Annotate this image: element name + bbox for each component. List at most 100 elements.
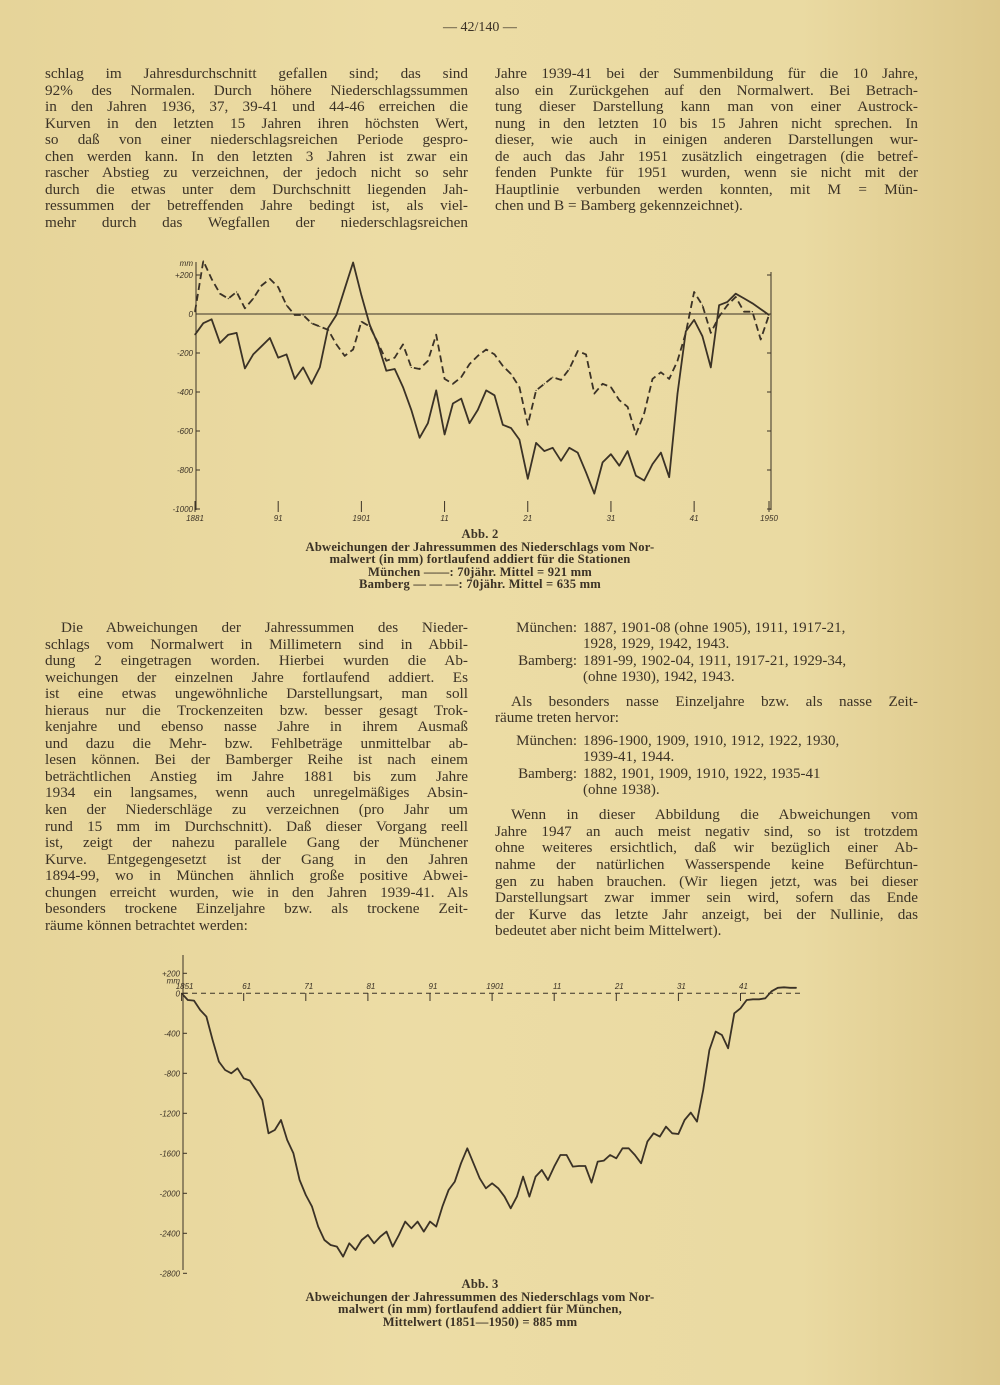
caption-line: München ——: 70jähr. Mittel = 921 mm (368, 564, 592, 579)
text-line: kenjahre und ebenso nasse Jahre in ihrem… (45, 718, 468, 736)
y-tick-label: -1200 (160, 1109, 181, 1118)
data-point-münchen (402, 386, 404, 388)
station-years-item: München: 1896-1900, 1909, 1910, 1912, 192… (495, 733, 918, 766)
data-point-bamberg (302, 314, 304, 316)
data-point-münchen (194, 334, 196, 336)
data-point-münchen (410, 1227, 412, 1229)
data-point-münchen (584, 1165, 586, 1167)
y-tick-label: -2000 (160, 1189, 181, 1198)
data-point-münchen (377, 343, 379, 346)
data-point-münchen (477, 409, 479, 411)
data-point-bamberg (468, 363, 471, 365)
data-point-münchen (743, 297, 745, 299)
text-line: hieraus nur die Trockenzeiten bzw. besse… (45, 701, 468, 719)
data-point-bamberg (194, 311, 196, 313)
series-line-münchen (180, 986, 797, 1258)
data-point-münchen (267, 1132, 270, 1134)
text-line: Jahre 1947 an auch meist negativ sind, s… (495, 822, 918, 840)
data-point-münchen (181, 992, 183, 994)
data-point-münchen (236, 1067, 239, 1069)
data-point-bamberg (568, 368, 570, 370)
data-point-bamberg (410, 366, 412, 369)
data-point-münchen (503, 1196, 506, 1198)
x-tick-label: 1851 (176, 982, 194, 991)
data-point-münchen (502, 424, 504, 426)
y-tick-label: 0 (176, 989, 181, 998)
data-point-bamberg (660, 371, 662, 373)
data-point-münchen (671, 1132, 673, 1134)
x-tick-label: 61 (242, 982, 251, 991)
data-point-bamberg (760, 338, 762, 341)
data-point-münchen (252, 353, 254, 355)
caption-line: Mittelwert (1851—1950) = 885 mm (382, 1314, 578, 1329)
data-point-münchen (696, 1121, 698, 1123)
data-point-bamberg (560, 379, 562, 381)
data-point-münchen (373, 1242, 375, 1244)
data-point-bamberg (277, 286, 279, 288)
data-point-münchen (708, 1049, 711, 1051)
data-point-bamberg (676, 360, 679, 362)
data-point-münchen (491, 1182, 493, 1184)
y-tick-label: 0 (189, 310, 194, 319)
x-tick-label: 1901 (486, 982, 504, 991)
data-point-münchen (435, 389, 437, 392)
data-point-bamberg (385, 360, 387, 362)
data-point-bamberg (593, 392, 595, 395)
data-point-münchen (497, 1187, 499, 1189)
data-point-münchen (280, 1119, 282, 1121)
data-point-münchen (361, 1239, 363, 1241)
data-point-münchen (277, 357, 279, 359)
data-point-münchen (336, 1246, 338, 1248)
caption-line: Bamberg — — —: 70jähr. Mittel = 635 mm (358, 577, 601, 592)
station-years-item: Bamberg: 1882, 1901, 1909, 1910, 1922, 19… (495, 766, 918, 799)
data-point-münchen (410, 409, 412, 411)
data-point-münchen (367, 1234, 369, 1236)
data-point-münchen (597, 1161, 599, 1163)
y-tick-label: -1600 (160, 1149, 181, 1158)
data-point-bamberg (377, 342, 379, 344)
data-point-münchen (472, 1162, 475, 1164)
data-point-münchen (660, 452, 662, 454)
data-point-bamberg (726, 304, 729, 306)
data-point-münchen (298, 1179, 301, 1181)
data-point-münchen (577, 452, 579, 454)
text-line: rascher Abstieg zu verzeichnen, der jedo… (45, 164, 468, 182)
x-tick-label: 41 (690, 514, 699, 523)
text-line: schlags vom Normalwert in Millimetern si… (45, 635, 468, 653)
station-label: Bamberg: (518, 765, 577, 782)
data-point-bamberg (527, 424, 529, 426)
data-point-münchen (768, 314, 770, 316)
data-point-münchen (327, 327, 329, 329)
text-line: 92% des Normalen. Durch höhere Niedersch… (45, 81, 468, 99)
wet-years-list: München: 1896-1900, 1909, 1910, 1912, 192… (495, 733, 918, 799)
data-point-münchen (610, 453, 612, 455)
data-point-münchen (552, 447, 554, 449)
data-point-münchen (640, 1162, 642, 1164)
data-point-bamberg (352, 348, 354, 351)
data-point-bamberg (294, 314, 296, 316)
text-line: rund 15 mm im Durchschnitt). Daß dieser … (45, 817, 468, 835)
text-line: in den Jahren 1936, 37, 39-41 und 44-46 … (45, 98, 468, 116)
bottom-left-column: Die Abweichungen der Jahressummen des Ni… (45, 619, 468, 934)
data-point-bamberg (485, 348, 487, 351)
data-point-münchen (528, 1196, 530, 1198)
data-point-münchen (626, 450, 629, 452)
text-line: dung 2 eingetragen worden. Hierbei wurde… (45, 652, 468, 670)
data-point-münchen (752, 998, 754, 1000)
data-point-münchen (249, 1080, 251, 1082)
data-point-münchen (342, 1256, 344, 1258)
text-line: tung dieser Darstellung kann man von ein… (495, 98, 918, 116)
top-right-column: Jahre 1939-41 bei der Summenbildung für … (495, 65, 918, 215)
data-point-münchen (668, 476, 670, 478)
data-point-münchen (443, 433, 446, 436)
closing-paragraph: Wenn in dieser Abbildung die Abweichunge… (495, 807, 918, 939)
data-point-bamberg (493, 353, 496, 355)
data-point-münchen (394, 368, 396, 370)
data-point-münchen (244, 367, 246, 370)
data-point-münchen (652, 1132, 655, 1134)
data-point-münchen (369, 324, 371, 326)
data-point-bamberg (626, 406, 629, 408)
text-line: Jahre 1939-41 bei der Summenbildung für … (495, 65, 918, 82)
data-point-münchen (292, 1152, 294, 1154)
y-tick-label: -800 (177, 466, 194, 475)
